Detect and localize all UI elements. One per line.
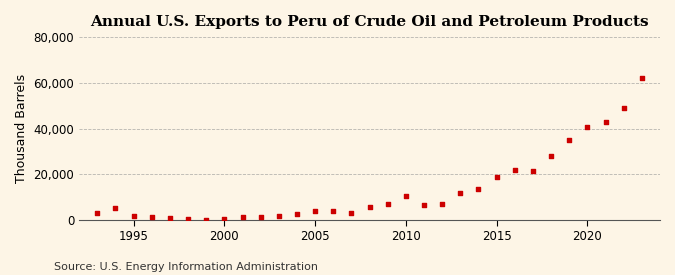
- Point: [183, 217, 194, 221]
- Point: [201, 218, 212, 222]
- Y-axis label: Thousand Barrels: Thousand Barrels: [15, 74, 28, 183]
- Point: [528, 169, 539, 173]
- Point: [437, 202, 448, 206]
- Point: [346, 211, 357, 215]
- Point: [510, 167, 520, 172]
- Point: [491, 174, 502, 179]
- Point: [237, 215, 248, 219]
- Point: [292, 211, 302, 216]
- Point: [382, 202, 393, 206]
- Point: [564, 138, 574, 142]
- Text: Source: U.S. Energy Information Administration: Source: U.S. Energy Information Administ…: [54, 262, 318, 272]
- Point: [255, 214, 266, 219]
- Point: [128, 214, 139, 218]
- Point: [400, 194, 411, 198]
- Point: [473, 187, 484, 191]
- Point: [637, 76, 647, 81]
- Title: Annual U.S. Exports to Peru of Crude Oil and Petroleum Products: Annual U.S. Exports to Peru of Crude Oil…: [90, 15, 649, 29]
- Point: [582, 125, 593, 130]
- Point: [418, 203, 429, 207]
- Point: [455, 190, 466, 195]
- Point: [328, 209, 339, 213]
- Point: [165, 216, 176, 221]
- Point: [545, 154, 556, 158]
- Point: [273, 213, 284, 218]
- Point: [310, 209, 321, 213]
- Point: [219, 217, 230, 221]
- Point: [92, 211, 103, 215]
- Point: [618, 106, 629, 110]
- Point: [110, 205, 121, 210]
- Point: [146, 215, 157, 219]
- Point: [364, 205, 375, 209]
- Point: [600, 120, 611, 124]
